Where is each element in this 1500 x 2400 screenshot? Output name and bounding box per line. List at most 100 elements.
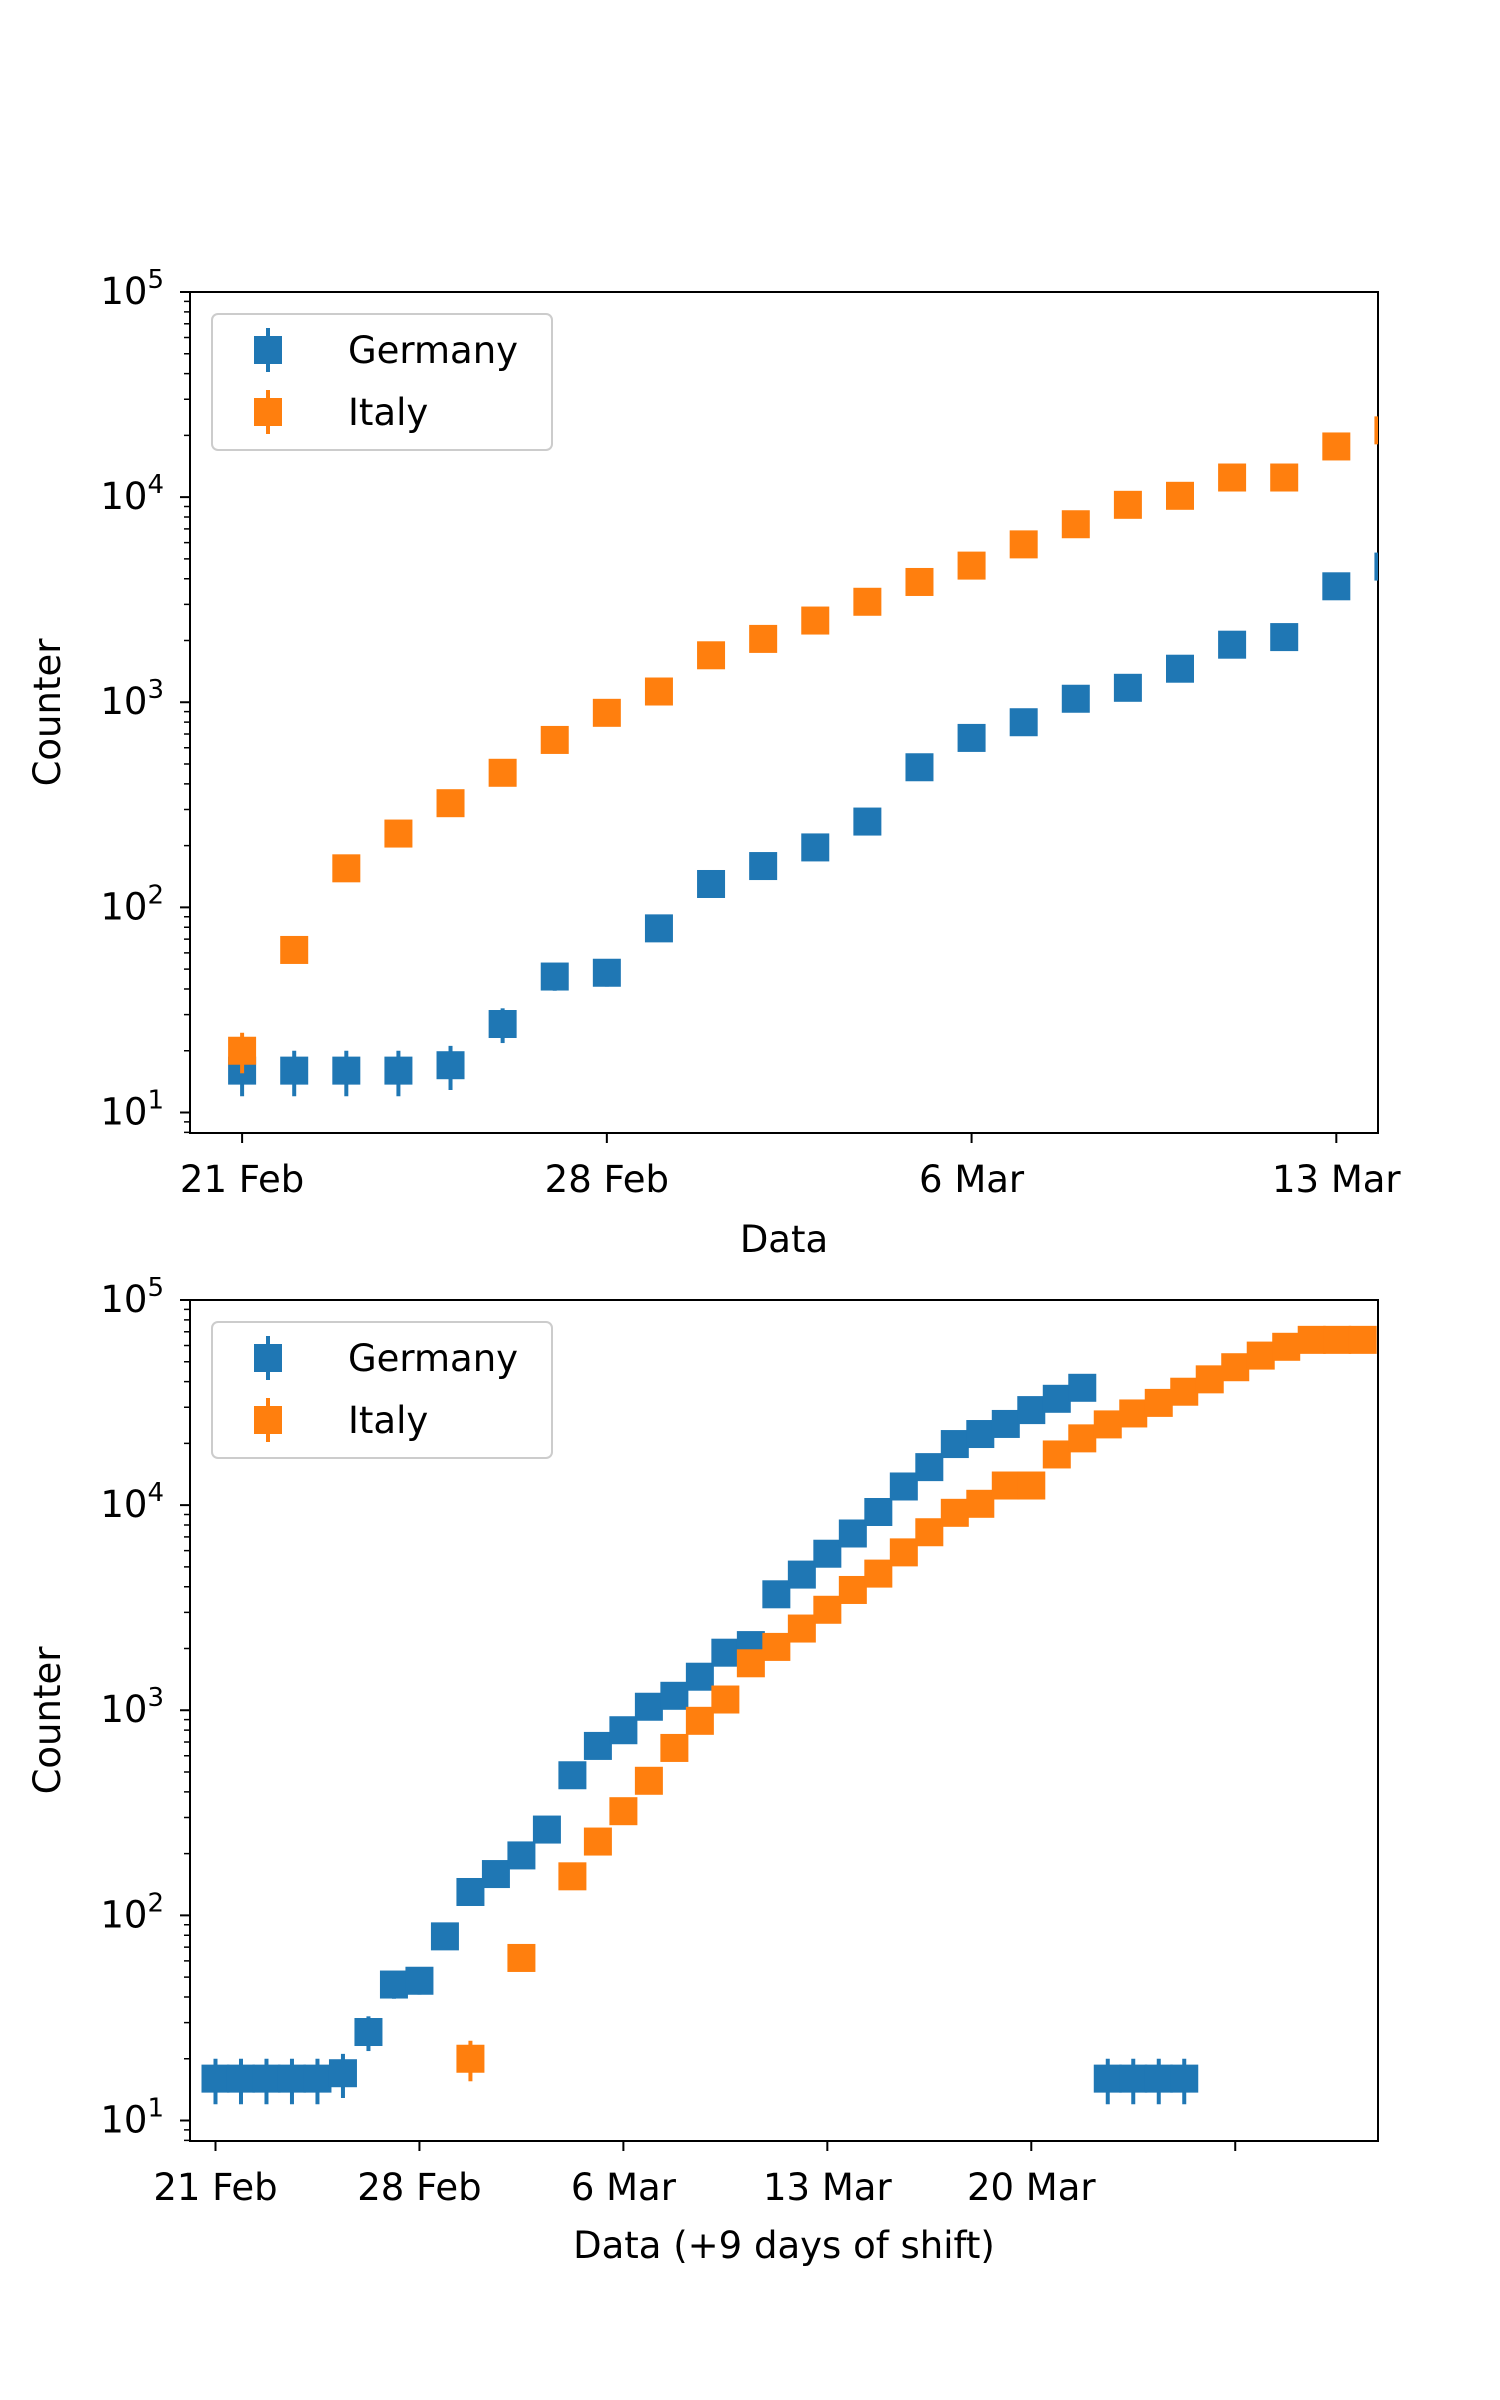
data-point bbox=[991, 1409, 1020, 1438]
data-point bbox=[1170, 2064, 1199, 2093]
data-point bbox=[634, 1692, 663, 1721]
data-point bbox=[660, 1681, 689, 1710]
data-point bbox=[280, 935, 309, 964]
x-tick-label: 6 Mar bbox=[919, 1158, 1025, 1201]
data-point bbox=[354, 2018, 383, 2047]
y-tick-label: 101 bbox=[100, 1085, 164, 1133]
x-tick-label: 21 Feb bbox=[153, 2166, 277, 2209]
data-point bbox=[436, 1051, 465, 1080]
data-point bbox=[436, 789, 465, 818]
data-point bbox=[1374, 416, 1378, 445]
data-point bbox=[1166, 654, 1194, 683]
data-point bbox=[1297, 1325, 1326, 1354]
y-tick-label: 101 bbox=[100, 2093, 164, 2141]
data-point bbox=[592, 698, 621, 727]
legend: Germany Italy bbox=[211, 313, 553, 451]
data-point bbox=[685, 1662, 714, 1691]
series-italy bbox=[228, 416, 1378, 1074]
data-point bbox=[749, 852, 778, 881]
data-point bbox=[201, 2064, 230, 2093]
data-point bbox=[1166, 481, 1194, 510]
data-point bbox=[905, 567, 934, 596]
x-tick-label: 20 Mar bbox=[967, 2166, 1096, 2209]
data-point bbox=[430, 1922, 459, 1951]
legend-label: Italy bbox=[348, 391, 428, 434]
data-point bbox=[384, 1056, 413, 1085]
data-point bbox=[1323, 1325, 1352, 1354]
data-point bbox=[540, 725, 569, 754]
y-tick-label: 104 bbox=[100, 1478, 164, 1526]
data-point bbox=[1374, 552, 1378, 581]
data-point bbox=[1144, 2064, 1173, 2093]
data-point bbox=[1009, 530, 1038, 559]
data-point bbox=[940, 1430, 969, 1459]
data-point bbox=[1221, 1353, 1250, 1382]
data-point bbox=[507, 1943, 536, 1972]
data-point bbox=[749, 624, 778, 653]
data-point bbox=[966, 1489, 995, 1518]
data-point bbox=[488, 758, 517, 787]
data-point bbox=[1218, 463, 1247, 492]
legend-box bbox=[211, 1321, 553, 1459]
data-point bbox=[507, 1841, 536, 1870]
data-point bbox=[685, 1706, 714, 1735]
data-point bbox=[1119, 1399, 1148, 1428]
x-tick-label: 13 Mar bbox=[763, 2166, 892, 2209]
data-point bbox=[303, 2064, 332, 2093]
y-tick-label: 103 bbox=[100, 675, 164, 723]
data-point bbox=[280, 1056, 309, 1085]
data-point bbox=[1218, 630, 1247, 659]
data-point bbox=[456, 1877, 485, 1906]
legend-label: Germany bbox=[348, 1337, 518, 1380]
series-germany bbox=[228, 552, 1378, 1097]
data-point bbox=[787, 1560, 816, 1589]
series-italy bbox=[456, 1325, 1377, 2082]
data-point bbox=[583, 1731, 612, 1760]
data-point bbox=[1270, 623, 1299, 652]
x-tick-label: 6 Mar bbox=[571, 2166, 677, 2209]
y-tick-label: 103 bbox=[100, 1683, 164, 1731]
x-tick-label: 28 Feb bbox=[545, 1158, 669, 1201]
data-point bbox=[940, 1498, 969, 1527]
data-point bbox=[332, 1056, 361, 1085]
data-point bbox=[558, 1862, 587, 1891]
plot-area bbox=[228, 416, 1378, 1097]
y-axis-label: Counter bbox=[26, 1646, 69, 1795]
data-point bbox=[762, 1580, 791, 1609]
data-point bbox=[838, 1575, 867, 1604]
data-point bbox=[644, 677, 673, 706]
data-point bbox=[697, 869, 726, 898]
data-point bbox=[1272, 1332, 1301, 1361]
data-point bbox=[583, 1827, 612, 1856]
data-point bbox=[1017, 1471, 1046, 1500]
data-point bbox=[1195, 1365, 1224, 1394]
data-point bbox=[889, 1538, 918, 1567]
x-tick-label: 21 Feb bbox=[180, 1158, 304, 1201]
x-axis-label: Data (+9 days of shift) bbox=[573, 2224, 995, 2267]
data-point bbox=[801, 606, 830, 635]
data-point bbox=[540, 962, 569, 991]
x-axis-label: Data bbox=[740, 1218, 828, 1261]
data-point bbox=[1061, 684, 1090, 713]
data-point bbox=[1068, 1424, 1097, 1453]
data-point bbox=[1348, 1325, 1377, 1354]
data-point bbox=[787, 1614, 816, 1643]
data-point bbox=[384, 819, 413, 848]
plot-area bbox=[201, 1325, 1377, 2105]
data-point bbox=[813, 1595, 842, 1624]
data-point bbox=[228, 1036, 257, 1065]
data-point bbox=[1061, 510, 1090, 539]
data-point bbox=[405, 1966, 434, 1995]
legend-marker bbox=[254, 336, 282, 364]
data-point bbox=[864, 1497, 893, 1526]
data-point bbox=[915, 1518, 944, 1547]
data-point bbox=[481, 1860, 510, 1889]
data-point bbox=[838, 1519, 867, 1548]
data-point bbox=[252, 2064, 281, 2093]
data-point bbox=[592, 958, 621, 987]
x-tick-label: 13 Mar bbox=[1272, 1158, 1401, 1201]
y-tick-label: 102 bbox=[100, 1888, 164, 1936]
y-tick-label: 102 bbox=[100, 880, 164, 928]
data-point bbox=[889, 1472, 918, 1501]
